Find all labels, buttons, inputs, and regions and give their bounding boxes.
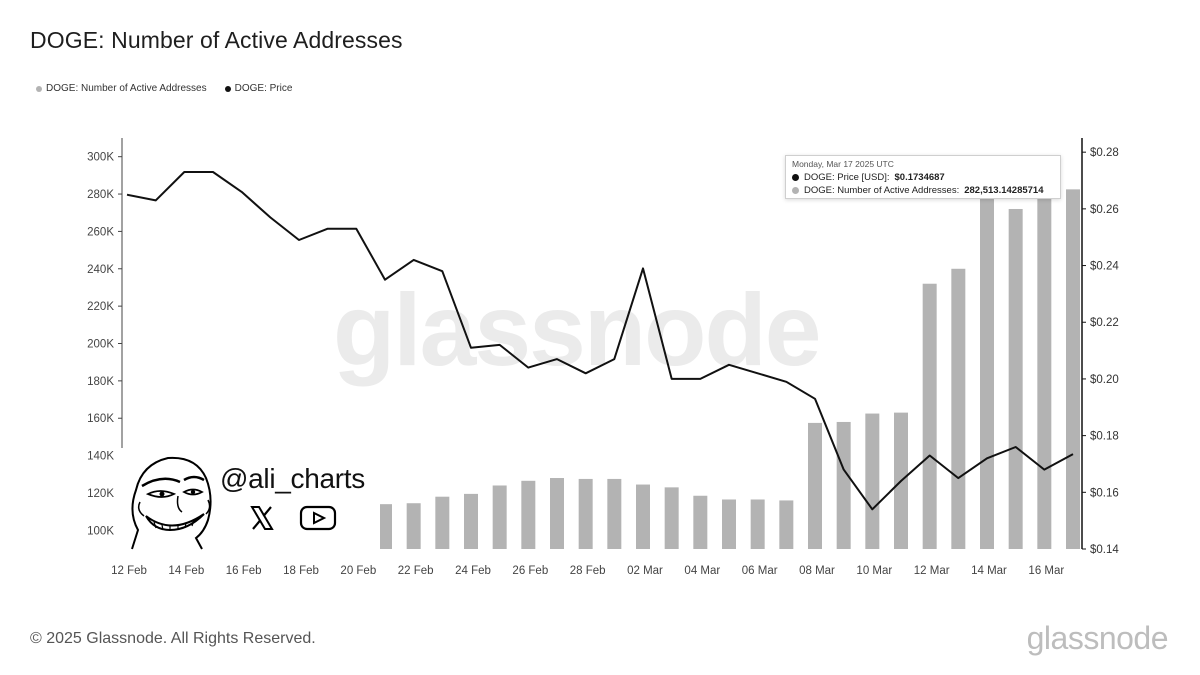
author-overlay: @ali_charts [118, 448, 380, 552]
bar [980, 194, 994, 549]
left-tick-label: 100K [87, 525, 114, 537]
right-tick-label: $0.14 [1090, 544, 1119, 556]
bars-active-addresses [378, 186, 1080, 549]
price-line [126, 171, 1074, 511]
x-tick-label: 24 Feb [455, 565, 491, 577]
bar [922, 283, 937, 549]
legend-dot-price [224, 85, 231, 92]
bar [378, 504, 392, 549]
tooltip-date: Monday, Mar 17 2025 UTC [792, 159, 894, 169]
legend-dot-active-addresses [36, 85, 42, 92]
legend-item-price[interactable]: DOGE: Price [224, 83, 293, 94]
x-tick-label: 16 Mar [1028, 565, 1064, 577]
bar [578, 478, 593, 549]
x-tick-label: 16 Feb [226, 565, 262, 577]
bar [1037, 186, 1052, 549]
x-tick-label: 28 Feb [570, 565, 606, 577]
right-tick-label: $0.24 [1090, 261, 1119, 273]
tooltip-addr-value: 282,513.14285714 [964, 185, 1044, 196]
x-tick-label: 26 Feb [512, 565, 548, 577]
x-tick-label: 12 Mar [914, 565, 950, 577]
tooltip: Monday, Mar 17 2025 UTC DOGE: Price [USD… [785, 155, 1061, 199]
bar [750, 499, 765, 549]
legend-label-active-addresses: DOGE: Number of Active Addresses [46, 83, 207, 94]
price-line-series [126, 171, 1074, 511]
left-tick-label: 300K [87, 152, 114, 164]
tooltip-price-row: DOGE: Price [USD]: $0.1734687 [792, 171, 1054, 184]
bar [435, 496, 450, 549]
x-tick-label: 08 Mar [799, 565, 835, 577]
bar [1066, 189, 1080, 549]
left-tick-label: 220K [87, 301, 114, 313]
chart-title: DOGE: Number of Active Addresses [30, 27, 403, 53]
legend-item-active-addresses[interactable]: DOGE: Number of Active Addresses [36, 83, 207, 94]
left-tick-label: 140K [87, 451, 114, 463]
tooltip-price-dot [792, 174, 799, 181]
bar [521, 480, 536, 549]
legend-label-price: DOGE: Price [234, 83, 293, 94]
bar [808, 422, 822, 549]
bar [664, 487, 679, 549]
right-axis: $0.14 $0.16 $0.18 $0.20 $0.22 $0.24 $0.26 $0.28 [1081, 138, 1119, 556]
right-tick-label: $0.20 [1090, 374, 1119, 386]
tooltip-price-label: DOGE: Price [USD]: [804, 172, 890, 183]
left-tick-label: 160K [87, 413, 114, 425]
youtube-icon[interactable] [299, 504, 337, 532]
x-tick-label: 10 Mar [856, 565, 892, 577]
x-tick-label: 06 Mar [742, 565, 778, 577]
bar [636, 484, 650, 549]
left-tick-label: 260K [87, 226, 114, 238]
bar [693, 495, 708, 549]
x-logo-icon[interactable] [248, 504, 276, 532]
bar [722, 499, 736, 549]
right-tick-label: $0.26 [1090, 204, 1119, 216]
right-tick-label: $0.16 [1090, 487, 1119, 499]
left-tick-label: 200K [87, 339, 114, 351]
left-tick-label: 280K [87, 189, 114, 201]
x-tick-label: 12 Feb [111, 565, 147, 577]
footer-logo[interactable]: glassnode [1026, 620, 1169, 656]
x-tick-label: 14 Mar [971, 565, 1007, 577]
bar [779, 500, 794, 549]
bar [1008, 208, 1023, 549]
legend: DOGE: Number of Active Addresses DOGE: P… [36, 83, 292, 94]
right-tick-label: $0.18 [1090, 431, 1119, 443]
tooltip-addr-dot [792, 187, 799, 194]
bar [836, 421, 851, 549]
bar [865, 413, 880, 549]
bar [464, 493, 478, 549]
bar [492, 485, 507, 549]
x-tick-label: 18 Feb [283, 565, 319, 577]
bar [406, 503, 421, 549]
bar [951, 268, 966, 549]
x-tick-label: 14 Feb [168, 565, 204, 577]
tooltip-price-value: $0.1734687 [894, 172, 945, 183]
x-tick-label: 20 Feb [340, 565, 376, 577]
left-tick-label: 240K [87, 264, 114, 276]
left-tick-label: 120K [87, 488, 114, 500]
bar [550, 478, 564, 549]
x-tick-label: 02 Mar [627, 565, 663, 577]
bar [607, 478, 622, 549]
footer-copyright: © 2025 Glassnode. All Rights Reserved. [30, 630, 316, 647]
x-axis: 12 Feb 14 Feb 16 Feb 18 Feb 20 Feb 22 Feb 24 F… [111, 565, 1064, 577]
tooltip-addr-label: DOGE: Number of Active Addresses: [804, 185, 960, 196]
right-tick-label: $0.22 [1090, 317, 1119, 329]
author-handle: @ali_charts [220, 463, 365, 494]
x-tick-label: 22 Feb [398, 565, 434, 577]
right-tick-label: $0.28 [1090, 147, 1119, 159]
tooltip-addr-row: DOGE: Number of Active Addresses: 282,51… [792, 184, 1054, 197]
x-tick-label: 04 Mar [684, 565, 720, 577]
left-tick-label: 180K [87, 376, 114, 388]
meme-face-avatar-icon [131, 456, 212, 550]
left-axis: 100K 120K 140K 160K 180K 200K 220K 240K 260K 280K… [87, 138, 123, 549]
